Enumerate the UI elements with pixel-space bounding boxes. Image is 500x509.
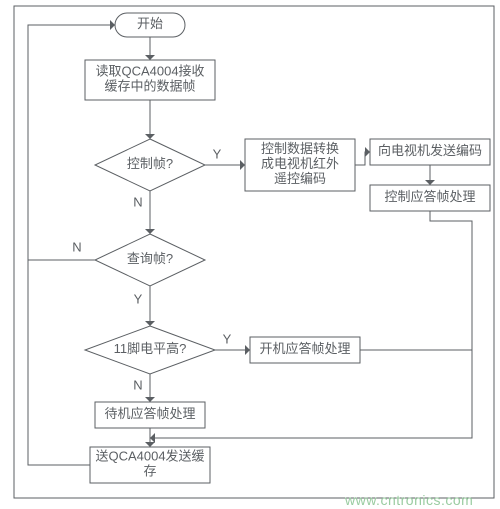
svg-text:开机应答帧处理: 开机应答帧处理 bbox=[259, 341, 350, 356]
svg-text:开始: 开始 bbox=[137, 16, 163, 31]
svg-text:N: N bbox=[72, 239, 81, 254]
svg-text:N: N bbox=[133, 377, 142, 392]
svg-text:控制数据转换成电视机红外遥控编码: 控制数据转换成电视机红外遥控编码 bbox=[261, 141, 339, 186]
svg-text:查询帧?: 查询帧? bbox=[127, 251, 173, 266]
flowchart: 开始读取QCA4004接收缓存中的数据帧控制帧? 控制数据转换成电视机红外遥控编码… bbox=[0, 0, 500, 509]
svg-text:控制应答帧处理: 控制应答帧处理 bbox=[384, 189, 475, 204]
svg-text:N: N bbox=[133, 194, 142, 209]
svg-text:11脚电平高?: 11脚电平高? bbox=[114, 341, 187, 356]
svg-text:向电视机发送编码: 向电视机发送编码 bbox=[378, 143, 482, 158]
svg-text:读取QCA4004接收缓存中的数据帧: 读取QCA4004接收缓存中的数据帧 bbox=[95, 64, 204, 94]
svg-text:Y: Y bbox=[134, 291, 143, 306]
svg-text:送QCA4004发送缓存: 送QCA4004发送缓存 bbox=[95, 449, 204, 479]
watermark-text: www.cntronics.com bbox=[345, 492, 473, 508]
svg-text:控制帧?: 控制帧? bbox=[127, 156, 173, 171]
svg-text:Y: Y bbox=[223, 331, 232, 346]
svg-text:Y: Y bbox=[213, 146, 222, 161]
svg-text:待机应答帧处理: 待机应答帧处理 bbox=[104, 406, 195, 421]
